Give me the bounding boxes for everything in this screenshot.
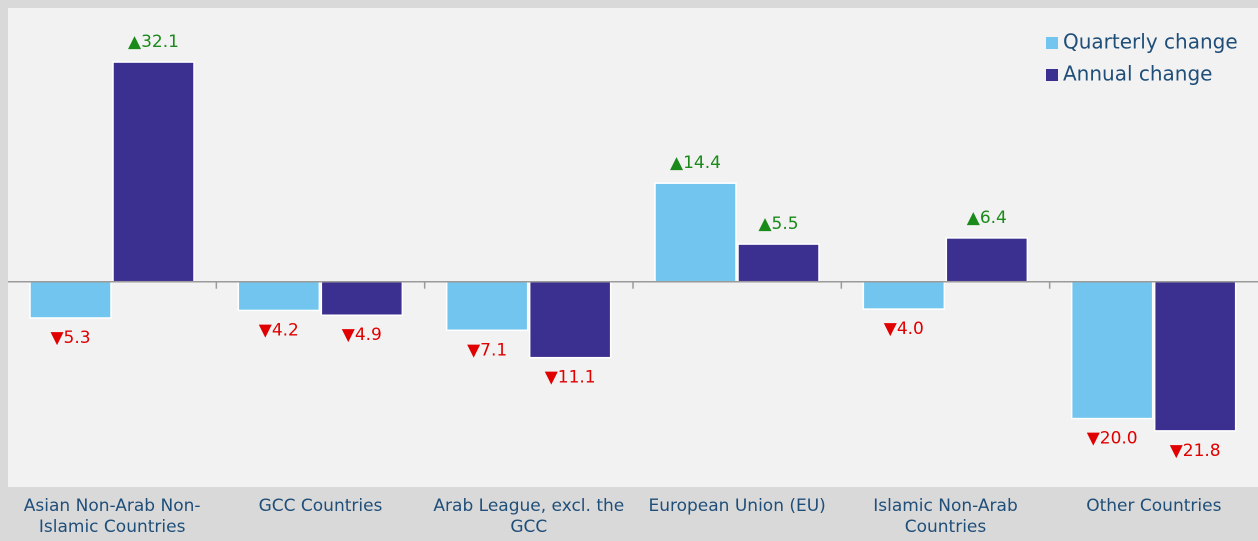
x-tick-label: Islamic Non-Arab Countries [873, 496, 1018, 537]
legend-swatch [1046, 37, 1058, 49]
bar [29, 280, 112, 319]
data-label: ▼5.3 [50, 328, 90, 348]
data-label: ▼20.0 [1087, 429, 1138, 449]
data-label: ▼4.0 [884, 319, 924, 339]
legend-swatch [1046, 69, 1058, 81]
data-label: ▼7.1 [467, 340, 507, 360]
bar [737, 243, 820, 283]
legend-label: Quarterly change [1063, 30, 1238, 54]
legend-label: Annual change [1063, 62, 1212, 86]
x-tick-label: Asian Non-Arab Non-Islamic Countries [23, 496, 201, 537]
bar [1153, 280, 1237, 432]
bar [1070, 280, 1154, 420]
bar [112, 61, 195, 283]
data-label: ▲32.1 [128, 32, 179, 52]
data-label: ▲5.5 [758, 214, 798, 234]
bar [528, 280, 612, 359]
data-label: ▼21.8 [1170, 441, 1221, 461]
x-tick-label: European Union (EU) [648, 496, 826, 516]
data-label: ▼4.2 [259, 320, 299, 340]
data-label: ▼4.9 [342, 325, 382, 345]
x-tick-label: Arab League, excl. the GCC [433, 496, 625, 537]
data-label: ▲6.4 [967, 208, 1007, 228]
bar [237, 280, 321, 312]
plot-area [8, 8, 1258, 487]
bar [945, 237, 1029, 283]
x-tick-label: GCC Countries [258, 496, 383, 516]
bar [445, 280, 529, 332]
x-tick-label: Other Countries [1086, 496, 1222, 516]
bar [320, 280, 404, 316]
bar [654, 182, 737, 283]
bar [862, 280, 946, 310]
data-label: ▲14.4 [670, 153, 721, 173]
data-label: ▼11.1 [545, 368, 596, 388]
